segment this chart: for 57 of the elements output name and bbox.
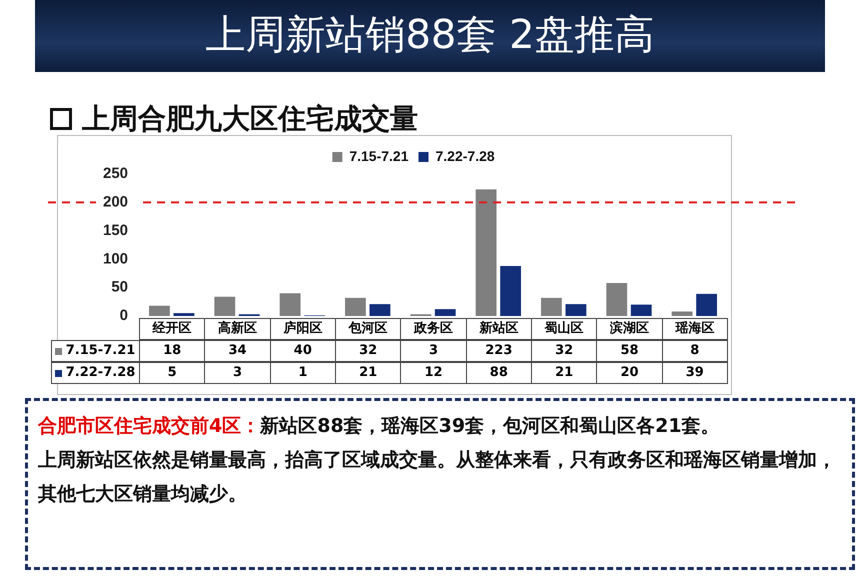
data-label: 58 xyxy=(596,340,663,362)
x-tick-label: 庐阳区 xyxy=(270,318,336,340)
bar xyxy=(630,304,652,316)
y-tick-label: 0 xyxy=(120,307,128,324)
bar xyxy=(280,293,301,316)
legend-label: 7.15-7.21 xyxy=(349,148,409,164)
data-label: 39 xyxy=(662,362,728,384)
data-label: 223 xyxy=(466,340,532,362)
bar xyxy=(500,266,522,316)
data-label: 20 xyxy=(596,362,663,384)
bar xyxy=(541,298,562,316)
data-label: 32 xyxy=(335,340,402,362)
x-tick-label: 经开区 xyxy=(139,318,206,340)
data-label: 12 xyxy=(400,362,467,384)
x-tick-label: 瑶海区 xyxy=(662,318,728,340)
data-label: 1 xyxy=(270,362,336,384)
chart-subtitle: 上周合肥九大区住宅成交量 xyxy=(82,101,418,137)
data-label: 34 xyxy=(204,340,271,362)
y-tick-label: 200 xyxy=(102,194,128,211)
bar xyxy=(566,304,586,316)
bar xyxy=(214,296,236,316)
x-tick-label: 滨湖区 xyxy=(596,318,663,340)
bar xyxy=(370,304,390,316)
bar xyxy=(345,298,366,316)
x-tick-label: 包河区 xyxy=(335,318,402,340)
text: 7.15-7.21 xyxy=(66,343,136,358)
data-label: 3 xyxy=(204,362,271,384)
data-label: 21 xyxy=(531,362,598,384)
data-label: 88 xyxy=(466,362,532,384)
x-tick-label: 高新区 xyxy=(204,318,271,340)
y-tick-label: 250 xyxy=(102,165,128,182)
data-label: 18 xyxy=(139,340,206,362)
y-tick-label: 150 xyxy=(102,222,128,239)
bar xyxy=(672,311,692,316)
bar xyxy=(606,283,628,316)
text: 新站区88套，瑶海区39套，包河区和蜀山区各21套。 xyxy=(260,415,720,437)
data-label: 5 xyxy=(139,362,206,384)
x-tick-label: 新站区 xyxy=(466,318,532,340)
bar xyxy=(696,294,717,316)
bar xyxy=(434,309,456,316)
text: 上周新站区依然是销量最高，抬高了区域成交量。从整体来看，只有政务区和瑶海区销量增加，其他七大区销量均减少。 xyxy=(38,448,837,507)
text: 合肥市区住宅成交前4区： xyxy=(38,415,260,437)
chart-title: 上周新站销88套 2盘推高 xyxy=(35,0,825,72)
bar xyxy=(476,189,497,316)
x-tick-label: 蜀山区 xyxy=(531,318,598,340)
data-label: 8 xyxy=(662,340,728,362)
y-tick-label: 50 xyxy=(111,278,128,296)
y-tick-label: 100 xyxy=(102,250,128,268)
x-tick-label: 政务区 xyxy=(400,318,467,340)
data-label: 21 xyxy=(335,362,402,384)
bar xyxy=(149,306,170,316)
legend-label: 7.22-7.28 xyxy=(436,148,495,164)
data-label: 3 xyxy=(400,340,467,362)
data-label: 40 xyxy=(270,340,336,362)
text: 7.22-7.28 xyxy=(66,365,136,380)
data-label: 32 xyxy=(531,340,598,362)
bar xyxy=(174,313,194,316)
